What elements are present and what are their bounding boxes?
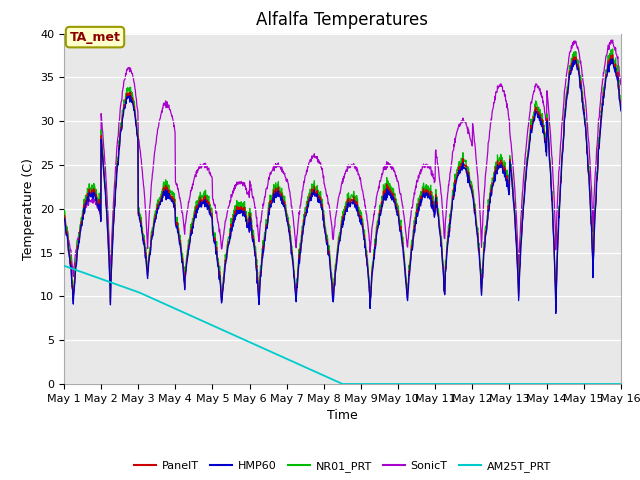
- Legend: PanelT, HMP60, NR01_PRT, SonicT, AM25T_PRT: PanelT, HMP60, NR01_PRT, SonicT, AM25T_P…: [130, 457, 555, 477]
- X-axis label: Time: Time: [327, 409, 358, 422]
- Y-axis label: Temperature (C): Temperature (C): [22, 158, 35, 260]
- Title: Alfalfa Temperatures: Alfalfa Temperatures: [257, 11, 428, 29]
- Text: TA_met: TA_met: [70, 31, 120, 44]
